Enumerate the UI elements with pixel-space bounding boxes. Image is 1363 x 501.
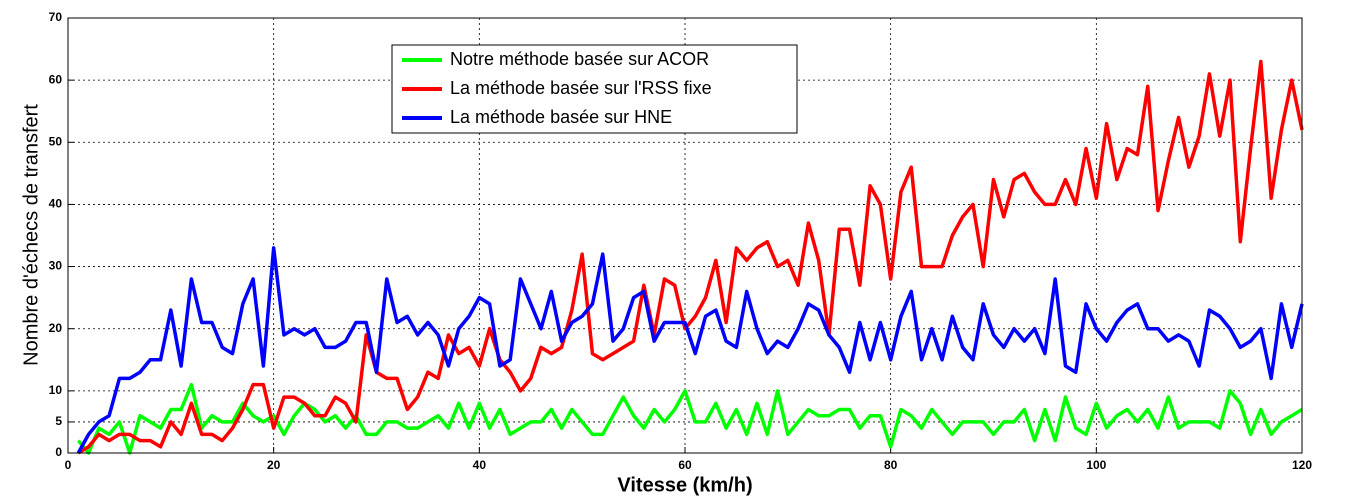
y-tick-label: 5 [55, 414, 62, 428]
x-tick-label: 60 [678, 458, 692, 472]
legend-label: Notre méthode basée sur ACOR [450, 49, 709, 69]
legend-label: La méthode basée sur HNE [450, 107, 672, 127]
y-tick-label: 70 [49, 10, 63, 24]
legend-label: La méthode basée sur l'RSS fixe [450, 78, 712, 98]
x-tick-label: 40 [473, 458, 487, 472]
series-line [76, 246, 1304, 454]
x-tick-label: 80 [884, 458, 898, 472]
x-tick-label: 0 [65, 458, 72, 472]
plot-frame [67, 17, 1303, 454]
y-tick-label: 60 [49, 72, 63, 86]
y-tick-label: 50 [49, 134, 63, 148]
x-tick-label: 120 [1292, 458, 1312, 472]
x-tick-label: 20 [267, 458, 281, 472]
y-tick-label: 40 [49, 197, 63, 211]
x-tick-label: 100 [1086, 458, 1106, 472]
y-tick-label: 0 [55, 445, 62, 459]
x-axis-label: Vitesse (km/h) [617, 474, 752, 496]
series-line [77, 59, 1304, 455]
y-axis-label: Nombre d'échecs de transfert [20, 104, 42, 366]
y-tick-label: 10 [49, 383, 63, 397]
y-tick-label: 30 [49, 259, 63, 273]
y-tick-label: 20 [49, 321, 63, 335]
series-line [76, 382, 1303, 455]
legend-box [391, 44, 798, 134]
